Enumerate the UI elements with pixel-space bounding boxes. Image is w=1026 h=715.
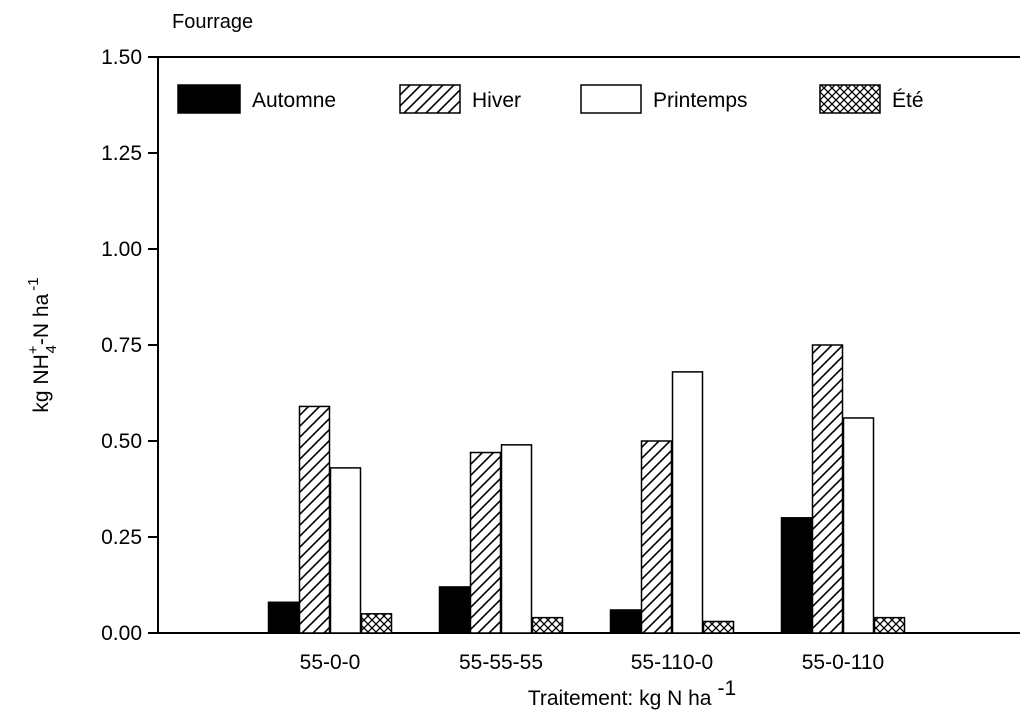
bar: [780, 517, 813, 634]
y-axis-title-suffix: -N ha: [30, 293, 53, 345]
y-tick-label: 0.50: [101, 430, 142, 453]
legend-label: Hiver: [472, 89, 521, 112]
y-axis-title-index: 4: [43, 345, 60, 353]
y-axis-title-exponent: -1: [25, 277, 42, 290]
y-tick-label: 0.00: [101, 622, 142, 645]
legend-swatch: [399, 84, 461, 114]
x-axis-tick-labels: 55-0-0 55-55-55 55-110-0 55-0-110: [300, 651, 885, 674]
bar: [500, 444, 533, 634]
y-tick-label: 0.75: [101, 334, 142, 357]
x-tick-label: 55-110-0: [631, 651, 714, 674]
y-axis-title-base: kg NH: [30, 354, 53, 412]
bar: [842, 417, 875, 634]
y-axis-title: kg NH+4-N ha -1: [25, 277, 60, 412]
x-tick-label: 55-0-0: [300, 651, 361, 674]
y-tick-label: 1.00: [101, 238, 142, 261]
legend-swatch: [819, 84, 881, 114]
legend-swatch: [580, 84, 642, 114]
bars: [267, 344, 906, 634]
bar: [811, 344, 844, 634]
bar: [609, 609, 642, 634]
bar: [702, 620, 735, 634]
x-tick-label: 55-0-110: [802, 651, 885, 674]
legend-label: Automne: [252, 89, 336, 112]
bar: [360, 613, 393, 634]
bar: [873, 616, 906, 634]
legend-label: Printemps: [653, 89, 748, 112]
bar: [469, 451, 502, 634]
y-tick-label: 1.25: [101, 142, 142, 165]
legend-swatch: [177, 84, 241, 114]
bar: [329, 467, 362, 634]
legend-label: Été: [892, 89, 924, 112]
x-axis-title-exponent: -1: [717, 677, 736, 700]
bar: [640, 440, 673, 634]
x-axis-title-text: Traitement: kg N ha: [528, 687, 712, 710]
bar: [267, 601, 300, 634]
bar: [438, 586, 471, 634]
legend: Automne Hiver Printemps Été: [177, 84, 924, 114]
x-tick-label: 55-55-55: [459, 651, 543, 674]
y-tick-label: 0.25: [101, 526, 142, 549]
bar: [671, 371, 704, 634]
bar: [298, 405, 331, 634]
panel-title: Fourrage: [172, 11, 253, 33]
y-axis-ticks: 0.00 0.25 0.50 0.75 1.00 1.25 1.50: [101, 46, 158, 645]
svg-text:kg NH+4-N ha-1: kg NH+4-N ha -1: [25, 277, 60, 412]
x-axis-title: Traitement: kg N ha -1: [528, 677, 736, 710]
y-axis-title-charge: +: [25, 345, 42, 354]
y-tick-label: 1.50: [101, 46, 142, 69]
bar: [531, 616, 564, 634]
